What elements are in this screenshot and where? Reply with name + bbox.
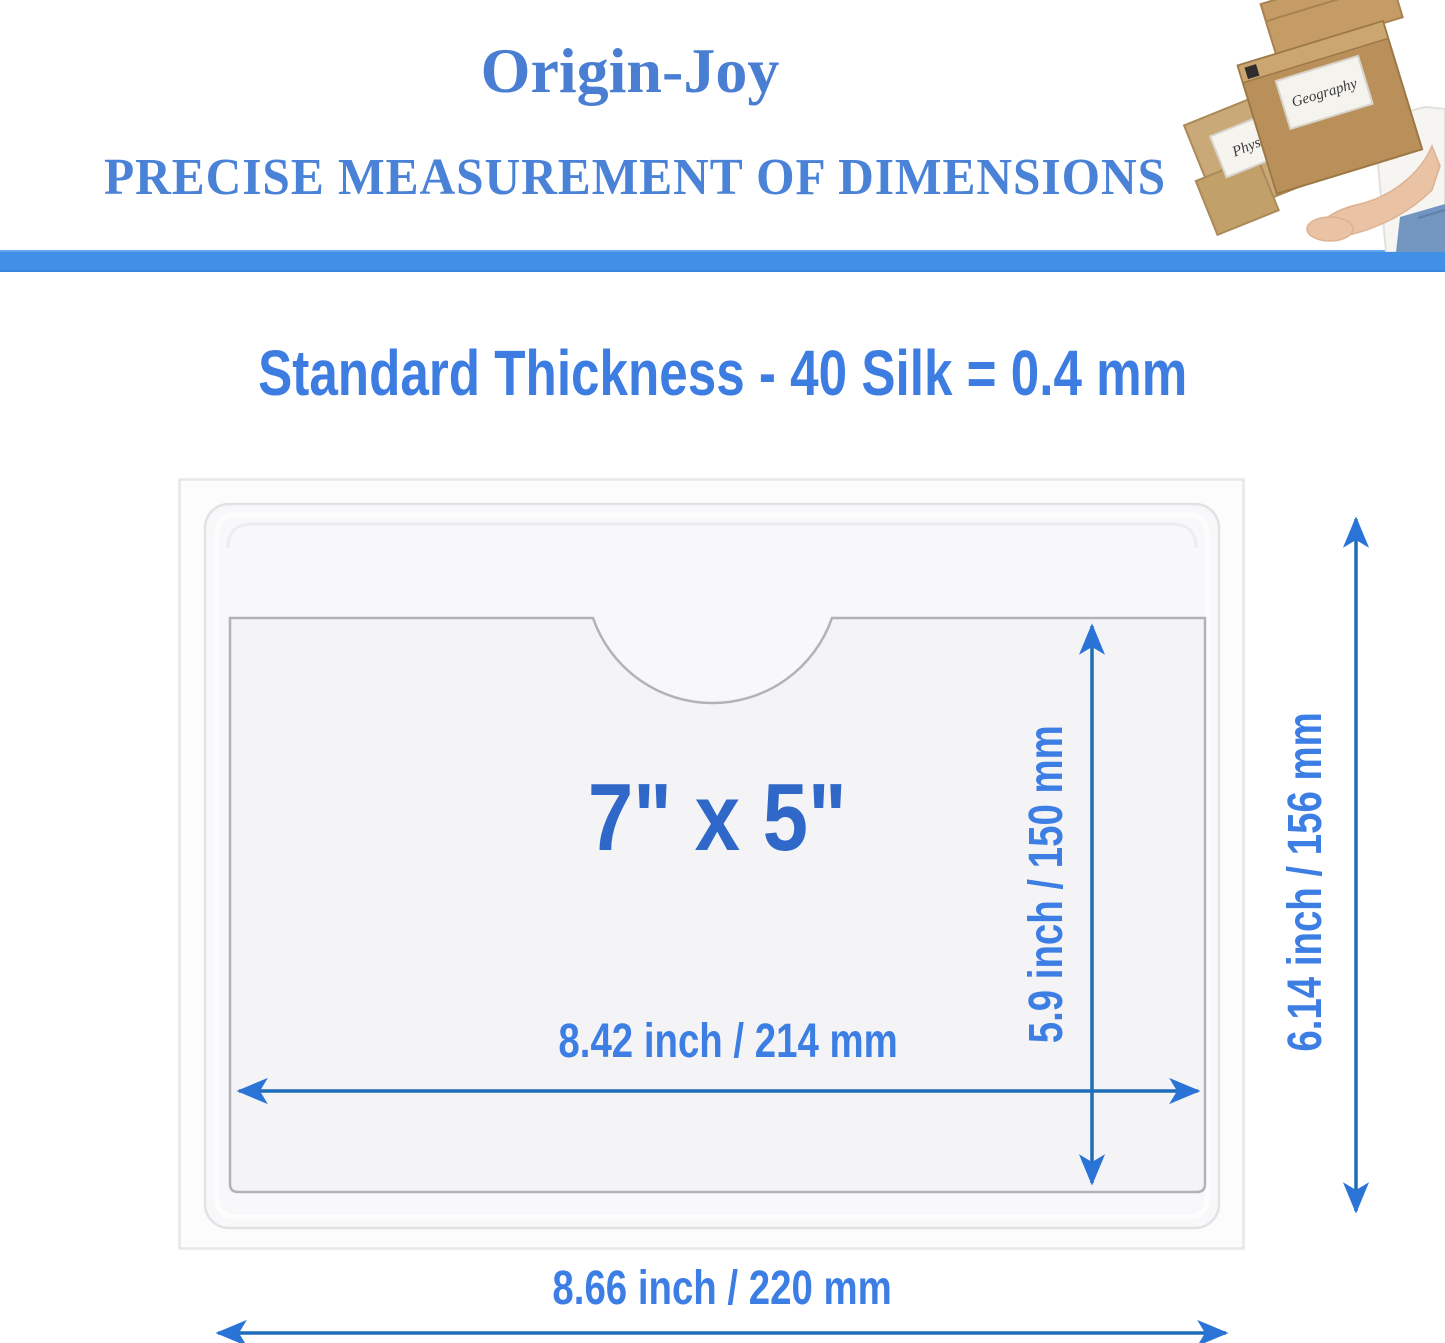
pocket-highlight-ridge <box>214 512 1210 1220</box>
thickness-heading-text: Standard Thickness - 40 Silk = 0.4 mm <box>257 337 1188 409</box>
moving-boxes-photo: Physics Geography <box>1182 0 1445 252</box>
card-pocket-diagram <box>178 478 1245 1250</box>
thickness-heading: Standard Thickness - 40 Silk = 0.4 mm <box>0 336 1445 410</box>
divider-bar <box>0 250 1445 272</box>
outer-height-label: 6.14 inch / 156 mm <box>1279 712 1332 1052</box>
pocket-front-panel <box>228 616 1207 1194</box>
outer-width-label: 8.66 inch / 220 mm <box>552 1262 892 1315</box>
box-geography: Geography <box>1236 19 1424 195</box>
box-tape-square <box>1244 64 1260 80</box>
brand-tagline: PRECISE MEASUREMENT OF DIMENSIONS <box>0 148 1270 207</box>
pocket-width-label: 8.42 inch / 214 mm <box>558 1015 898 1068</box>
pocket-height-label: 5.9 inch / 150 mm <box>1020 724 1073 1044</box>
pocket-size-label: 7" x 5" <box>417 766 1017 870</box>
jeans-seam <box>1417 209 1445 219</box>
geography-label-card <box>1274 54 1374 131</box>
flap-lip-line <box>226 522 1198 549</box>
brand-tagline-text: PRECISE MEASUREMENT OF DIMENSIONS <box>103 149 1167 206</box>
pocket-size-text: 7" x 5" <box>587 764 847 871</box>
person-jeans <box>1396 204 1445 252</box>
person-hand <box>1306 216 1354 242</box>
brand-title: Origin-Joy <box>480 35 780 106</box>
